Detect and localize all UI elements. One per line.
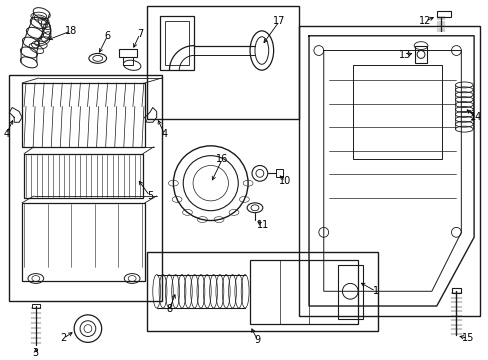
Bar [450,288,460,293]
Bar [249,260,357,324]
Bar [32,304,40,308]
Text: 8: 8 [166,304,172,314]
Text: 15: 15 [461,333,473,343]
Text: 2: 2 [60,333,66,343]
Bar [436,11,449,17]
Bar [159,16,194,70]
Bar [22,83,144,147]
Text: 12: 12 [418,16,430,26]
Bar [275,170,283,177]
Text: 14: 14 [469,112,481,122]
Text: 4: 4 [161,129,167,139]
Text: 17: 17 [273,16,285,26]
Text: 4: 4 [3,129,9,139]
Text: 10: 10 [279,176,291,186]
Text: 16: 16 [216,154,228,163]
Text: 7: 7 [137,29,143,39]
Bar [352,65,441,159]
Bar [299,26,479,316]
Text: 3: 3 [33,348,39,358]
Bar [123,57,133,65]
Bar [146,252,377,330]
Bar [338,265,362,319]
Bar [24,154,142,198]
Bar [22,203,144,282]
Bar [164,21,189,65]
Text: 13: 13 [398,50,410,60]
Text: 5: 5 [146,191,153,201]
Bar [414,46,426,63]
Bar [146,6,299,119]
Text: 9: 9 [254,336,261,345]
Bar [9,75,161,301]
Text: 11: 11 [256,220,268,230]
Text: 18: 18 [65,26,77,36]
Text: 1: 1 [372,286,378,296]
Bar [119,49,137,57]
Text: 6: 6 [104,31,110,41]
